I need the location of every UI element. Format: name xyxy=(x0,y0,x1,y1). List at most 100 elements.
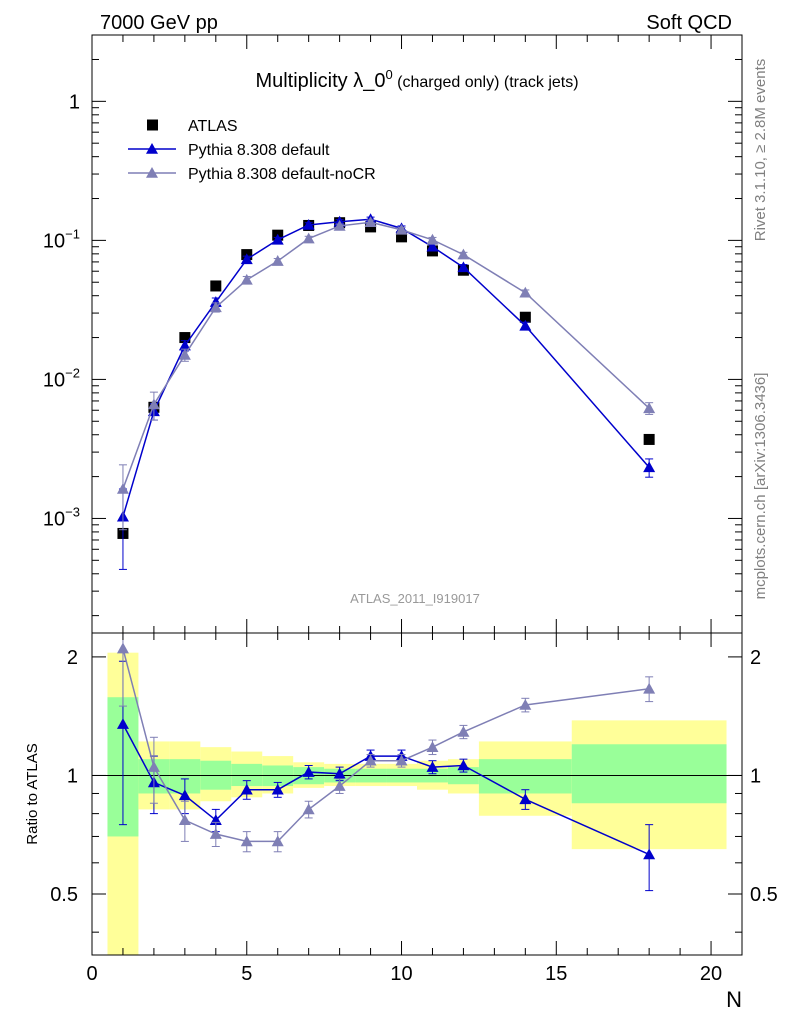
ratio-series-marker xyxy=(240,835,253,847)
y-tick-exponent: −1 xyxy=(65,226,80,241)
series-marker xyxy=(333,219,346,231)
main-title: Multiplicity λ_00 (charged only) (track … xyxy=(255,67,578,92)
series-line xyxy=(122,221,650,490)
x-tick-label: 10 xyxy=(390,963,412,985)
side-label-rivet: Rivet 3.1.10, ≥ 2.8M events xyxy=(752,59,769,242)
atlas-data-point xyxy=(519,311,531,323)
series-marker xyxy=(364,216,377,228)
ratio-series-marker xyxy=(364,754,377,766)
ratio-y-axis-label: Ratio to ATLAS xyxy=(24,743,41,844)
legend-entry-label: Pythia 8.308 default-noCR xyxy=(188,166,376,183)
series-marker xyxy=(643,402,656,414)
series-marker xyxy=(240,273,253,285)
legend-marker-triangle xyxy=(146,143,158,154)
legend-entry-label: ATLAS xyxy=(188,118,238,135)
ratio-series-marker xyxy=(457,725,470,737)
series-marker xyxy=(426,240,439,252)
y-tick-label: 10−3 xyxy=(43,504,80,530)
ratio-series-marker xyxy=(302,766,315,777)
x-tick-label: 5 xyxy=(241,963,252,985)
legend-marker-triangle xyxy=(146,167,158,178)
title-main-text: Multiplicity λ_0 xyxy=(255,70,385,92)
ratio-series-line xyxy=(122,648,650,843)
series-marker xyxy=(302,218,315,230)
series-marker xyxy=(178,339,191,351)
ratio-series-marker xyxy=(178,789,191,801)
legend: ATLAS Pythia 8.308 default Pythia 8.308 de… xyxy=(128,118,376,183)
ratio-data-layer xyxy=(116,632,656,892)
ratio-series-marker xyxy=(519,698,532,710)
series-marker xyxy=(271,233,284,245)
x-tick-label: 20 xyxy=(700,963,722,985)
ratio-y-tick-label-left: 2 xyxy=(67,647,78,669)
ratio-series-marker xyxy=(209,828,222,839)
y-tick-base: 10 xyxy=(43,369,65,391)
y-tick-exponent: −3 xyxy=(65,504,80,519)
ratio-series-marker xyxy=(116,642,129,654)
ratio-panel: 0.5 0.51 12 20 5 10 15 20 Ratio to ATLAS N xyxy=(24,632,778,1012)
ratio-panel-frame xyxy=(91,632,743,956)
series-marker xyxy=(457,248,470,260)
atlas-data-point xyxy=(396,231,408,243)
series-marker xyxy=(426,233,439,245)
ratio-uncertainty-bands xyxy=(107,652,727,955)
y-tick-base: 10 xyxy=(43,508,65,530)
x-axis-label: N xyxy=(726,987,742,1012)
ratio-series-marker xyxy=(271,835,284,847)
ratio-series-marker xyxy=(178,814,191,825)
ratio-series-marker xyxy=(333,780,346,791)
y-tick-base: 1 xyxy=(69,91,80,113)
ratio-y-tick-label-right: 2 xyxy=(750,647,761,669)
ratio-series-marker xyxy=(643,848,656,860)
series-marker xyxy=(519,286,532,298)
series-marker xyxy=(209,301,222,313)
y-tick-exponent: −2 xyxy=(65,365,80,380)
ratio-series-marker xyxy=(271,783,284,795)
y-tick-label: 1 xyxy=(69,91,80,113)
ratio-series-marker xyxy=(333,767,346,779)
ratio-series-marker xyxy=(643,682,656,694)
main-data-layer xyxy=(116,213,656,570)
main-panel: 10−310−210−11 Multiplicity λ_00 (charged… xyxy=(43,34,743,634)
ratio-inner-band xyxy=(571,744,727,804)
title-superscript: 0 xyxy=(385,67,392,82)
legend-marker-square xyxy=(147,119,158,131)
series-marker xyxy=(271,255,284,266)
series-marker xyxy=(240,253,253,265)
series-marker xyxy=(147,398,160,410)
header-energy-label: 7000 GeV pp xyxy=(100,12,218,34)
x-tick-label: 15 xyxy=(545,963,567,985)
header-process-label: Soft QCD xyxy=(646,12,732,34)
x-tick-label: 0 xyxy=(86,963,97,985)
main-axis-ticks: 10−310−210−11 xyxy=(43,34,743,633)
ratio-inner-band xyxy=(478,759,572,794)
ratio-y-tick-label-left: 1 xyxy=(67,765,78,787)
ratio-series-marker xyxy=(116,718,129,729)
y-tick-base: 10 xyxy=(43,230,65,252)
series-marker xyxy=(643,461,656,473)
ratio-y-tick-label-left: 0.5 xyxy=(50,884,78,906)
series-marker xyxy=(457,261,470,273)
atlas-data-point xyxy=(643,433,655,445)
title-suffix: (charged only) (track jets) xyxy=(393,74,579,91)
series-marker xyxy=(116,482,129,494)
series-marker xyxy=(302,232,315,244)
ratio-series-marker xyxy=(426,741,439,752)
ratio-series-marker xyxy=(147,761,160,772)
atlas-data-point xyxy=(210,280,222,292)
y-tick-label: 10−2 xyxy=(43,365,80,391)
ratio-series-marker xyxy=(426,761,439,772)
ratio-series-marker xyxy=(302,803,315,815)
ratio-series-marker xyxy=(457,759,470,771)
series-marker xyxy=(178,348,191,360)
ratio-series-marker xyxy=(240,783,253,795)
atlas-data-point xyxy=(179,332,191,344)
series-line xyxy=(122,218,650,517)
y-tick-label: 10−1 xyxy=(43,226,80,252)
side-label-mcplots: mcplots.cern.ch [arXiv:1306.3436] xyxy=(752,373,769,600)
series-marker xyxy=(395,223,408,235)
legend-entry-label: Pythia 8.308 default xyxy=(188,142,330,159)
ratio-series-marker xyxy=(395,754,408,766)
ratio-axis-ticks: 0.5 0.51 12 20 5 10 15 20 xyxy=(50,633,778,985)
